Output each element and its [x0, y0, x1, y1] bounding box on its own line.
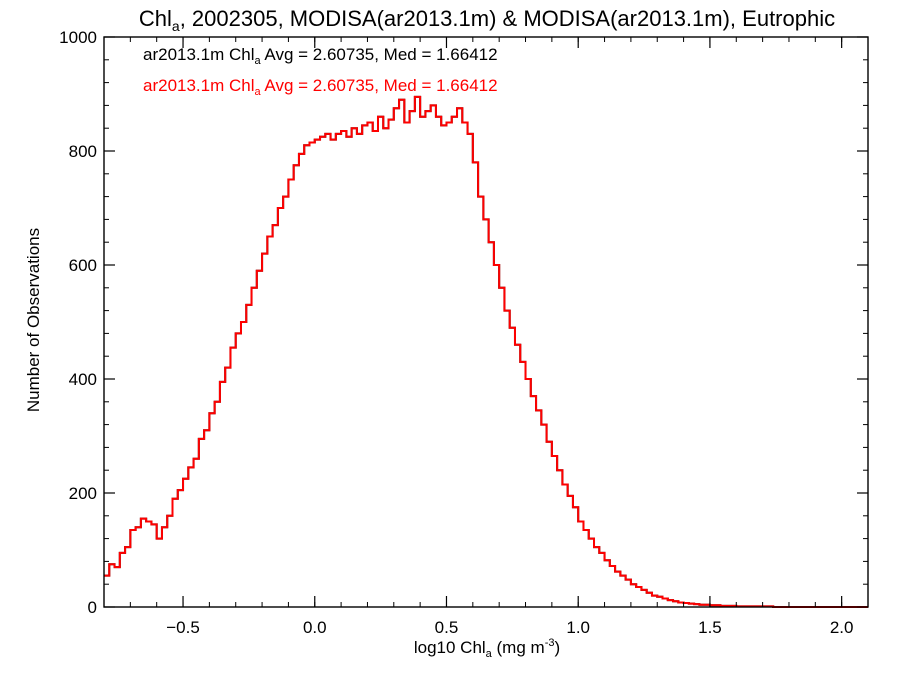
legend-entry-black: ar2013.1m Chla Avg = 2.60735, Med = 1.66…: [143, 45, 498, 67]
y-tick-label: 400: [69, 370, 97, 389]
y-tick-label: 800: [69, 142, 97, 161]
x-tick-label: 0.0: [303, 618, 327, 637]
histogram-series-black: [104, 95, 868, 608]
x-axis-label: log10 Chla (mg m-3): [414, 637, 560, 660]
histogram-series-red: [104, 95, 868, 608]
legend-entry-red: ar2013.1m Chla Avg = 2.60735, Med = 1.66…: [143, 76, 498, 98]
x-tick-label: −0.5: [166, 618, 200, 637]
y-tick-label: 1000: [59, 28, 97, 47]
y-axis-label: Number of Observations: [24, 228, 43, 412]
plot-frame: [103, 36, 869, 608]
axis-ticks: −0.5 0.0 0.5 1.0 1.5 2.0 0 200 400 600 800 1000: [59, 28, 869, 637]
y-tick-label: 0: [88, 598, 97, 617]
y-tick-label: 200: [69, 484, 97, 503]
x-tick-label: 1.0: [566, 618, 590, 637]
x-tick-label: 1.5: [698, 618, 722, 637]
chart-title: Chla, 2002305, MODISA(ar2013.1m) & MODIS…: [139, 6, 835, 34]
y-tick-label: 600: [69, 256, 97, 275]
x-tick-label: 0.5: [435, 618, 459, 637]
x-tick-label: 2.0: [830, 618, 854, 637]
histogram-series-layer: [104, 95, 868, 608]
